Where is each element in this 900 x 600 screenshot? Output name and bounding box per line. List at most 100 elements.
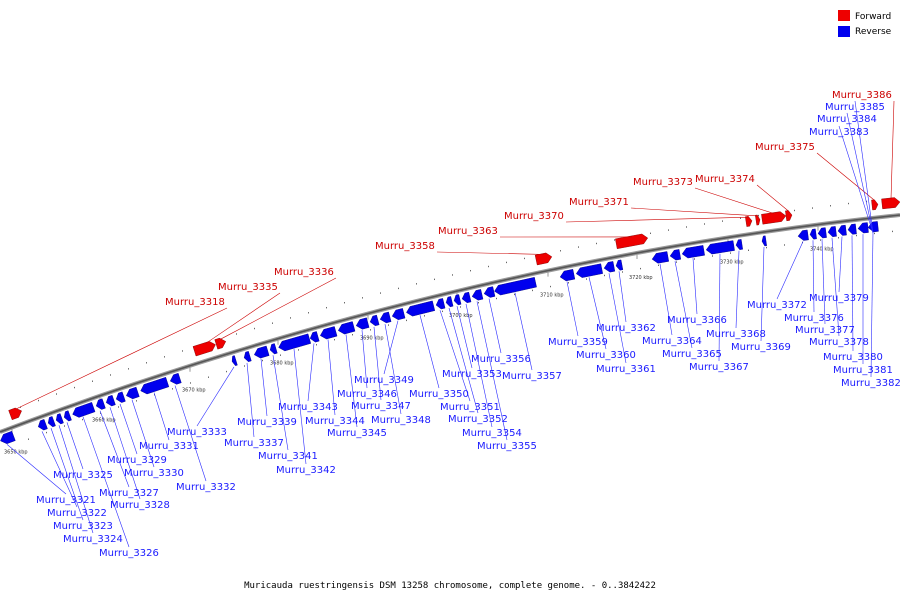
gene-label-Murru_3376[interactable]: Murru_3376: [784, 313, 844, 324]
forward-gene-Murru_3335[interactable]: [192, 340, 217, 357]
gene-label-Murru_3331[interactable]: Murru_3331: [139, 441, 199, 452]
gene-label-Murru_3343[interactable]: Murru_3343: [278, 402, 338, 413]
gene-label-Murru_3366[interactable]: Murru_3366: [667, 315, 727, 326]
gene-label-Murru_3341[interactable]: Murru_3341: [258, 451, 318, 462]
reverse-gene-Murru_3357[interactable]: [493, 277, 537, 296]
gene-label-Murru_3383[interactable]: Murru_3383: [809, 127, 869, 138]
gene-label-Murru_3321[interactable]: Murru_3321: [36, 495, 96, 506]
gene-label-Murru_3336[interactable]: Murru_3336: [274, 267, 334, 278]
reverse-gene-Murru_3329[interactable]: [115, 391, 126, 404]
gene-label-Murru_3382[interactable]: Murru_3382: [841, 378, 900, 389]
reverse-gene-Murru_3328[interactable]: [105, 394, 116, 407]
gene-label-Murru_3375[interactable]: Murru_3375: [755, 142, 815, 153]
reverse-gene-Murru_3369[interactable]: [761, 235, 767, 247]
reverse-gene-Murru_3341[interactable]: [269, 343, 278, 355]
reverse-gene-Murru_3344[interactable]: [319, 326, 338, 340]
gene-label-Murru_3362[interactable]: Murru_3362: [596, 323, 656, 334]
reverse-gene-Murru_3364[interactable]: [651, 251, 669, 264]
reverse-gene-Murru_3368[interactable]: [735, 239, 743, 250]
reverse-gene-Murru_3333[interactable]: [231, 355, 238, 367]
reverse-gene-Murru_3331[interactable]: [139, 377, 170, 395]
forward-gene-Murru_3318[interactable]: [8, 406, 24, 421]
reverse-gene-Murru_3347[interactable]: [369, 314, 380, 327]
reverse-gene-Murru_3343[interactable]: [309, 331, 320, 343]
reverse-gene-Murru_3355[interactable]: [471, 289, 484, 301]
gene-label-Murru_3333[interactable]: Murru_3333: [167, 427, 227, 438]
gene-label-Murru_3356[interactable]: Murru_3356: [471, 354, 531, 365]
reverse-gene-Murru_3379[interactable]: [837, 224, 847, 236]
gene-label-Murru_3337[interactable]: Murru_3337: [224, 438, 284, 449]
gene-label-Murru_3348[interactable]: Murru_3348: [371, 415, 431, 426]
reverse-gene-Murru_3354[interactable]: [461, 291, 472, 304]
reverse-gene-Murru_3372[interactable]: [797, 229, 809, 241]
gene-label-Murru_3370[interactable]: Murru_3370: [504, 211, 564, 222]
reverse-gene-Murru_3352[interactable]: [445, 296, 454, 308]
gene-label-Murru_3372[interactable]: Murru_3372: [747, 300, 807, 311]
gene-label-Murru_3322[interactable]: Murru_3322: [47, 508, 107, 519]
gene-label-Murru_3371[interactable]: Murru_3371: [569, 197, 629, 208]
gene-label-Murru_3357[interactable]: Murru_3357: [502, 371, 562, 382]
gene-label-Murru_3327[interactable]: Murru_3327: [99, 488, 159, 499]
reverse-gene-Murru_3380[interactable]: [847, 223, 857, 235]
reverse-gene-Murru_3325[interactable]: [62, 410, 72, 422]
forward-gene-Murru_3373[interactable]: [761, 211, 787, 225]
gene-label-Murru_3318[interactable]: Murru_3318: [165, 297, 225, 308]
gene-label-Murru_3364[interactable]: Murru_3364: [642, 336, 702, 347]
gene-label-Murru_3339[interactable]: Murru_3339: [237, 417, 297, 428]
gene-label-Murru_3352[interactable]: Murru_3352: [448, 414, 508, 425]
gene-label-Murru_3344[interactable]: Murru_3344: [305, 416, 365, 427]
reverse-gene-Murru_3353[interactable]: [453, 294, 462, 306]
gene-label-Murru_3378[interactable]: Murru_3378: [809, 337, 869, 348]
reverse-gene-Murru_3360[interactable]: [575, 263, 603, 279]
gene-label-Murru_3358[interactable]: Murru_3358: [375, 241, 435, 252]
reverse-gene-Murru_3321[interactable]: [0, 430, 16, 445]
gene-label-Murru_3374[interactable]: Murru_3374: [695, 174, 755, 185]
gene-label-Murru_3359[interactable]: Murru_3359: [548, 337, 608, 348]
gene-label-Murru_3342[interactable]: Murru_3342: [276, 465, 336, 476]
gene-label-Murru_3379[interactable]: Murru_3379: [809, 293, 869, 304]
reverse-gene-Murru_3337[interactable]: [243, 351, 252, 362]
gene-label-Murru_3385[interactable]: Murru_3385: [825, 102, 885, 113]
gene-label-Murru_3326[interactable]: Murru_3326: [99, 548, 159, 559]
reverse-gene-Murru_3351[interactable]: [435, 298, 446, 310]
gene-label-Murru_3365[interactable]: Murru_3365: [662, 349, 722, 360]
reverse-gene-Murru_3362[interactable]: [615, 259, 624, 271]
gene-label-Murru_3349[interactable]: Murru_3349: [354, 375, 414, 386]
gene-label-Murru_3323[interactable]: Murru_3323: [53, 521, 113, 532]
gene-label-Murru_3347[interactable]: Murru_3347: [351, 401, 411, 412]
gene-label-Murru_3350[interactable]: Murru_3350: [409, 389, 469, 400]
gene-label-Murru_3384[interactable]: Murru_3384: [817, 114, 877, 125]
gene-label-Murru_3329[interactable]: Murru_3329: [107, 455, 167, 466]
gene-label-Murru_3368[interactable]: Murru_3368: [706, 329, 766, 340]
gene-label-Murru_3346[interactable]: Murru_3346: [337, 389, 397, 400]
reverse-gene-Murru_3376[interactable]: [809, 228, 817, 240]
gene-label-Murru_3332[interactable]: Murru_3332: [176, 482, 236, 493]
reverse-gene-Murru_3378[interactable]: [827, 226, 837, 237]
reverse-gene-Murru_3350[interactable]: [405, 300, 436, 317]
reverse-gene-Murru_3342[interactable]: [277, 333, 312, 352]
forward-gene-Murru_3371[interactable]: [755, 214, 761, 226]
gene-label-Murru_3367[interactable]: Murru_3367: [689, 362, 749, 373]
reverse-gene-Murru_3339[interactable]: [253, 345, 270, 360]
gene-label-Murru_3335[interactable]: Murru_3335: [218, 282, 278, 293]
gene-label-Murru_3360[interactable]: Murru_3360: [576, 350, 636, 361]
forward-gene-Murru_3375[interactable]: [871, 199, 879, 211]
gene-label-Murru_3355[interactable]: Murru_3355: [477, 441, 537, 452]
reverse-gene-Murru_3359[interactable]: [559, 269, 576, 282]
forward-gene-Murru_3374[interactable]: [785, 210, 793, 222]
gene-label-Murru_3363[interactable]: Murru_3363: [438, 226, 498, 237]
reverse-gene-Murru_3326[interactable]: [71, 402, 96, 419]
gene-label-Murru_3380[interactable]: Murru_3380: [823, 352, 883, 363]
forward-gene-Murru_3370[interactable]: [745, 216, 753, 227]
reverse-gene-Murru_3324[interactable]: [54, 413, 64, 425]
reverse-gene-Murru_3322[interactable]: [37, 419, 48, 431]
forward-gene-Murru_3363[interactable]: [615, 233, 649, 249]
reverse-gene-Murru_3377[interactable]: [817, 227, 827, 239]
reverse-gene-Murru_3361[interactable]: [603, 261, 616, 273]
reverse-gene-Murru_3345[interactable]: [337, 321, 356, 336]
gene-label-Murru_3361[interactable]: Murru_3361: [596, 364, 656, 375]
reverse-gene-Murru_3367[interactable]: [705, 240, 735, 255]
gene-label-Murru_3386[interactable]: Murru_3386: [832, 90, 892, 101]
forward-gene-Murru_3386[interactable]: [881, 197, 900, 210]
gene-label-Murru_3373[interactable]: Murru_3373: [633, 177, 693, 188]
